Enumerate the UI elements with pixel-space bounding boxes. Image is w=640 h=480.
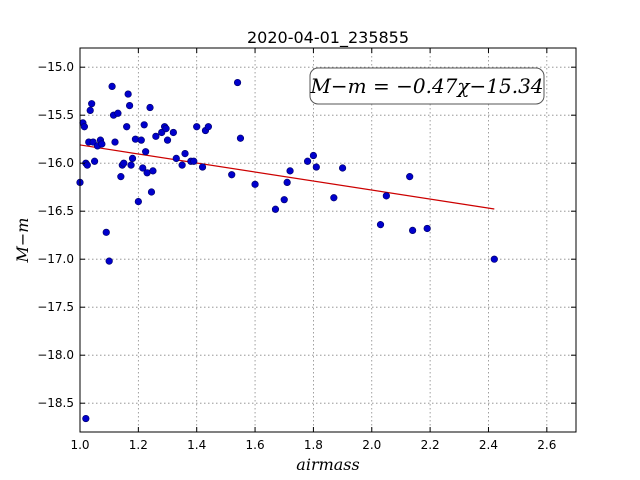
- y-tick-label: −15.5: [37, 108, 74, 122]
- y-tick-label: −17.0: [37, 252, 74, 266]
- data-point: [108, 82, 116, 90]
- data-point: [124, 90, 132, 98]
- data-point: [137, 136, 145, 144]
- data-point: [181, 150, 189, 158]
- data-point: [146, 103, 154, 112]
- data-point: [236, 134, 245, 142]
- data-point: [90, 157, 99, 165]
- data-point: [280, 196, 288, 204]
- data-point: [286, 167, 294, 175]
- chart-title: 2020-04-01_235855: [247, 28, 409, 48]
- data-point: [117, 173, 125, 181]
- data-point: [409, 226, 417, 234]
- data-point: [423, 224, 431, 233]
- data-point: [271, 205, 280, 213]
- data-point: [126, 101, 134, 110]
- x-tick-label: 1.0: [70, 438, 89, 452]
- plot-area-frame: [79, 47, 577, 433]
- x-tick-label: 1.2: [129, 438, 148, 452]
- fit-line-group: [79, 144, 495, 210]
- data-point: [123, 123, 131, 131]
- y-axis-label: M−m: [13, 218, 32, 264]
- data-point: [152, 132, 160, 140]
- data-point: [204, 123, 212, 131]
- data-point: [382, 192, 390, 200]
- data-point: [163, 136, 172, 144]
- data-point: [127, 161, 135, 169]
- y-tick-label: −16.0: [37, 156, 74, 170]
- data-points: [76, 78, 498, 423]
- data-point: [190, 157, 198, 165]
- x-tick-label: 2.6: [537, 438, 556, 452]
- data-point: [309, 151, 318, 160]
- data-point: [98, 140, 106, 148]
- x-tick-label: 2.0: [362, 438, 381, 452]
- x-axis-label: airmass: [296, 455, 359, 474]
- data-point: [330, 194, 338, 202]
- x-tick-label: 1.8: [304, 438, 323, 452]
- fit-line: [79, 144, 495, 210]
- x-tick-label: 1.6: [246, 438, 265, 452]
- y-tick-label: −18.5: [37, 396, 74, 410]
- fit-equation: M−m = −0.47χ−15.34: [309, 74, 543, 98]
- data-point: [312, 163, 320, 171]
- data-point: [172, 154, 180, 162]
- data-point: [303, 157, 312, 165]
- data-point: [162, 125, 170, 133]
- data-point: [376, 221, 385, 229]
- data-point: [80, 123, 88, 131]
- x-tick-label: 2.4: [479, 438, 498, 452]
- fit-annotation: M−m = −0.47χ−15.34: [309, 67, 545, 105]
- data-point: [283, 178, 291, 186]
- data-point: [169, 128, 177, 137]
- data-point: [233, 78, 242, 87]
- y-tick-label: −15.0: [37, 60, 74, 74]
- data-point: [139, 164, 147, 172]
- data-point: [134, 198, 142, 206]
- x-axis-tick-labels: 1.0 1.2 1.4 1.6 1.8 2.0 2.2 2.4 2.6: [70, 438, 556, 452]
- data-point: [128, 154, 137, 162]
- data-point: [111, 138, 119, 146]
- data-point: [142, 148, 150, 156]
- data-point: [105, 257, 113, 265]
- data-point: [120, 159, 128, 167]
- data-point: [102, 228, 110, 236]
- data-point: [88, 100, 96, 108]
- data-point: [338, 164, 347, 172]
- y-tick-label: −16.5: [37, 204, 74, 218]
- x-tick-label: 1.4: [187, 438, 206, 452]
- data-point: [149, 167, 157, 175]
- data-point: [140, 121, 148, 129]
- data-point: [147, 188, 156, 196]
- data-point: [178, 161, 186, 169]
- data-point: [193, 123, 201, 131]
- y-tick-label: −17.5: [37, 300, 74, 314]
- data-point: [86, 106, 94, 114]
- grid: [80, 48, 576, 432]
- data-point: [131, 135, 140, 143]
- data-point: [198, 163, 207, 171]
- data-point: [490, 255, 498, 263]
- y-axis-tick-labels: −15.0 −15.5 −16.0 −16.5 −17.0 −17.5 −18.0 −18.5: [37, 60, 74, 410]
- data-point: [83, 161, 91, 169]
- data-point: [114, 109, 122, 117]
- x-tick-label: 2.2: [421, 438, 440, 452]
- y-tick-label: −18.0: [37, 348, 74, 362]
- data-point: [82, 414, 90, 423]
- annotation-box: [309, 67, 545, 105]
- data-point: [406, 173, 414, 181]
- axis-ticks: [79, 48, 576, 432]
- data-point: [228, 171, 236, 179]
- data-point: [251, 180, 259, 188]
